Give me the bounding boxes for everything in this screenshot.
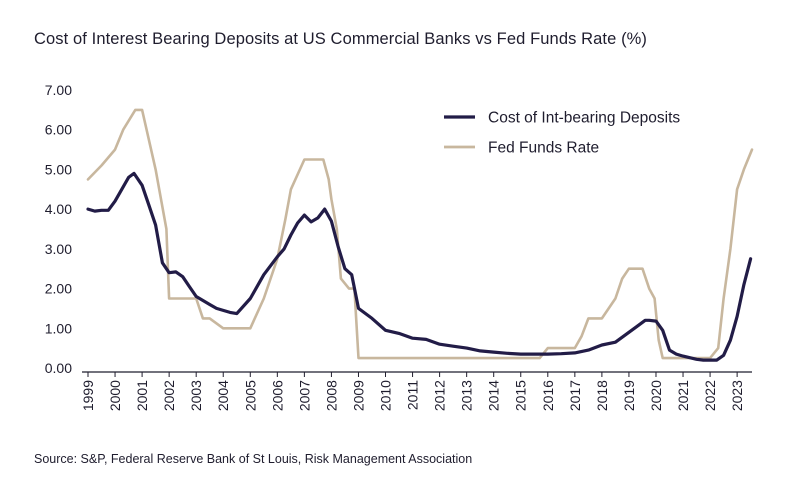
- x-tick-label: 2011: [405, 380, 421, 410]
- y-tick-label: 4.00: [45, 201, 72, 217]
- x-tick-label: 2023: [729, 380, 745, 411]
- x-tick-label: 2006: [269, 380, 285, 411]
- x-tick-label: 1999: [80, 380, 96, 411]
- x-tick-label: 2001: [134, 380, 150, 411]
- legend-label-deposits: Cost of Int-bearing Deposits: [488, 110, 680, 127]
- source-note: Source: S&P, Federal Reserve Bank of St …: [34, 452, 473, 466]
- x-tick-label: 2012: [432, 380, 448, 411]
- chart-title: Cost of Interest Bearing Deposits at US …: [34, 30, 648, 48]
- x-tick-label: 2002: [161, 380, 177, 411]
- series-line-fed-funds: [86, 108, 754, 360]
- x-tick-label: 2014: [486, 380, 502, 411]
- legend-label-fed-funds: Fed Funds Rate: [488, 140, 599, 157]
- x-tick-label: 2004: [215, 380, 231, 411]
- x-tick-label: 2003: [188, 380, 204, 411]
- x-tick-label: 2021: [675, 380, 691, 411]
- y-tick-label: 0.00: [45, 360, 72, 376]
- x-axis-ticks: 1999 2000 2001 2002 2003 2004 2005 2006 2007 2008…: [80, 372, 745, 411]
- x-tick-label: 2000: [107, 380, 123, 411]
- y-axis-ticks: 0.00 1.00 2.00 3.00 4.00 5.00 6.00 7.00: [45, 82, 72, 376]
- y-tick-label: 1.00: [45, 320, 72, 336]
- series-line-deposits: [86, 171, 753, 362]
- legend: Cost of Int-bearing Deposits Fed Funds R…: [444, 110, 680, 157]
- y-tick-label: 6.00: [45, 122, 72, 138]
- y-tick-label: 5.00: [45, 161, 72, 177]
- x-tick-label: 2013: [459, 380, 475, 411]
- x-tick-label: 2008: [323, 380, 339, 411]
- x-tick-label: 2007: [296, 380, 312, 411]
- y-tick-label: 7.00: [45, 82, 72, 98]
- x-tick-label: 2018: [594, 380, 610, 411]
- x-tick-label: 2017: [567, 380, 583, 411]
- y-tick-label: 2.00: [45, 281, 72, 297]
- x-tick-label: 2020: [648, 380, 664, 411]
- x-tick-label: 2015: [513, 380, 529, 411]
- y-tick-label: 3.00: [45, 241, 72, 257]
- x-tick-label: 2010: [378, 380, 394, 411]
- x-tick-label: 2016: [540, 380, 556, 411]
- x-tick-label: 2022: [702, 380, 718, 411]
- x-tick-label: 2005: [242, 380, 258, 411]
- series-lines: [86, 108, 754, 362]
- x-tick-label: 2009: [350, 380, 366, 411]
- x-tick-label: 2019: [621, 380, 637, 411]
